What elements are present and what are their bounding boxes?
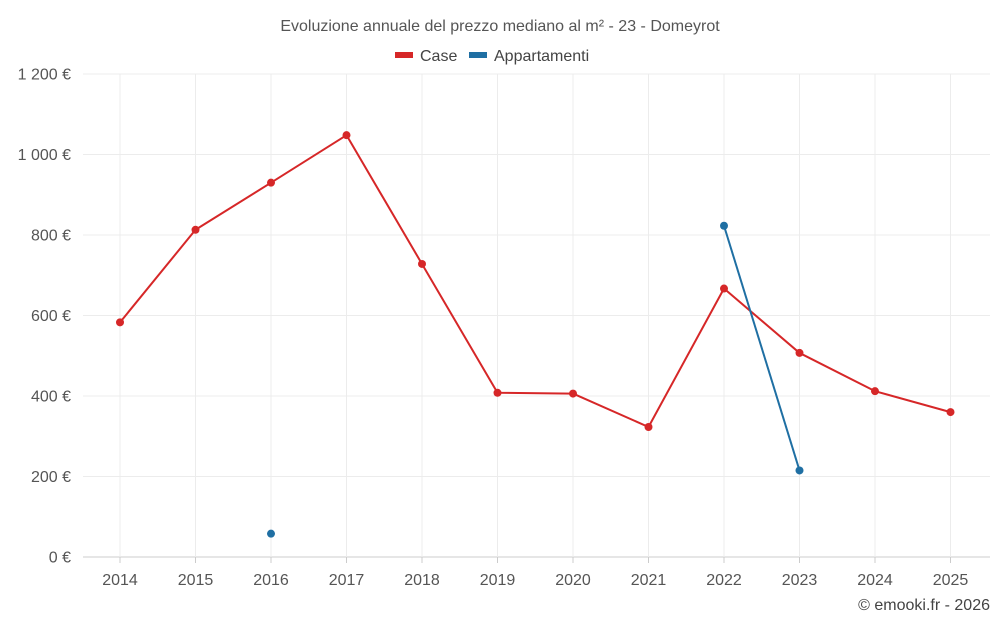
y-tick-label: 1 200 €: [18, 67, 71, 84]
legend-item-appartamenti[interactable]: Appartamenti: [469, 48, 589, 65]
x-tick-label: 2020: [555, 572, 591, 589]
y-tick-label: 0 €: [49, 550, 71, 567]
series-line-appartamenti: [723, 225, 801, 471]
data-point-case-2021[interactable]: [644, 422, 653, 431]
data-point-case-2015[interactable]: [191, 225, 200, 234]
series-layer: [116, 131, 955, 538]
data-point-case-2017[interactable]: [342, 131, 351, 140]
x-tick-label: 2025: [933, 572, 969, 589]
y-tick-label: 200 €: [31, 469, 71, 486]
data-point-case-2023[interactable]: [795, 348, 804, 357]
y-tick-label: 400 €: [31, 389, 71, 406]
y-tick-label: 1 000 €: [18, 147, 71, 164]
data-point-appartamenti-2023[interactable]: [795, 466, 804, 475]
chart-title: Evoluzione annuale del prezzo mediano al…: [280, 18, 720, 35]
x-tick-label: 2016: [253, 572, 289, 589]
data-point-case-2019[interactable]: [493, 388, 502, 397]
data-point-case-2016[interactable]: [267, 178, 275, 187]
grid: [83, 73, 990, 558]
legend-item-case[interactable]: Case: [395, 48, 457, 65]
legend-swatch-case: [395, 52, 413, 58]
data-point-case-2025[interactable]: [946, 408, 955, 417]
data-point-case-2014[interactable]: [116, 318, 124, 327]
data-point-case-2020[interactable]: [569, 389, 577, 398]
footer-credit: © emooki.fr - 2026: [858, 597, 990, 614]
y-axis: 0 € 200 € 400 € 600 € 800 € 1 000 € 1 200 €: [18, 67, 71, 567]
data-point-case-2024[interactable]: [871, 387, 879, 396]
x-tick-label: 2021: [631, 572, 667, 589]
x-tick-label: 2014: [102, 572, 138, 589]
x-tick-label: 2017: [329, 572, 365, 589]
x-tick-label: 2023: [782, 572, 818, 589]
x-tick-label: 2024: [857, 572, 893, 589]
series-line-case: [119, 134, 951, 428]
data-point-appartamenti-2022[interactable]: [720, 221, 728, 230]
data-point-case-2018[interactable]: [418, 259, 426, 268]
y-tick-label: 800 €: [31, 228, 71, 245]
legend: Case Appartamenti: [395, 48, 589, 65]
legend-label-appartamenti: Appartamenti: [494, 48, 589, 65]
x-tick-label: 2018: [404, 572, 440, 589]
x-tick-label: 2015: [178, 572, 214, 589]
y-tick-label: 600 €: [31, 308, 71, 325]
legend-label-case: Case: [420, 48, 457, 65]
x-tick-label: 2022: [706, 572, 742, 589]
data-point-case-2022[interactable]: [720, 284, 728, 293]
x-axis: 2014 2015 2016 2017 2018 2019 2020 2021 2022 2023…: [102, 557, 968, 589]
x-tick-label: 2019: [480, 572, 516, 589]
legend-swatch-appartamenti: [469, 52, 487, 58]
data-point-appartamenti-2016[interactable]: [267, 529, 275, 538]
